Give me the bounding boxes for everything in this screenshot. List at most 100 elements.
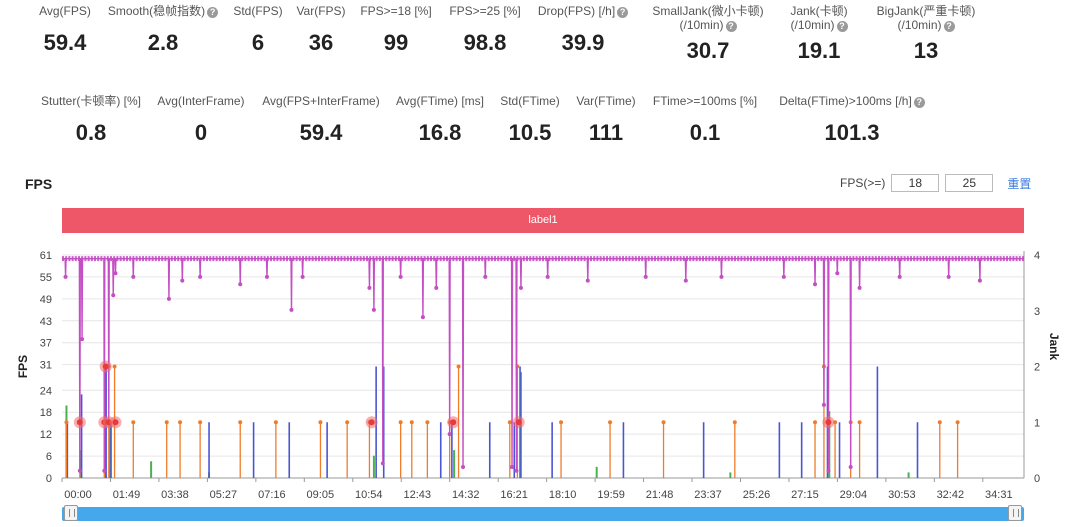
help-icon[interactable]: ?	[207, 7, 219, 18]
metric-label: Smooth(稳帧指数)?	[83, 4, 243, 18]
metric-value: 59.4	[299, 120, 343, 145]
metric-value: 98.8	[463, 30, 507, 55]
x-tick-label: 16:21	[500, 489, 528, 501]
metric-value: 13	[913, 38, 939, 63]
x-tick-label: 14:32	[452, 489, 480, 501]
metric-label: FPS>=25 [%]	[449, 4, 521, 18]
fps-dip-point	[781, 274, 786, 279]
metric-label: Avg(FPS)	[39, 4, 91, 18]
metric-9: BigJank(严重卡顿) (/10min)? 13	[846, 4, 1006, 64]
metric-value: 59.4	[43, 30, 87, 55]
reset-button[interactable]: 重置	[1007, 176, 1032, 191]
y-tick-label: 24	[40, 385, 52, 397]
jank-point	[238, 420, 243, 425]
x-tick-label: 09:05	[307, 489, 335, 501]
x-tick-label: 00:00	[64, 489, 92, 501]
metric-6: Drop(FPS) [/h]? 39.9	[503, 4, 663, 56]
fps-dip-point	[813, 282, 818, 287]
metric-value: 19.1	[797, 38, 841, 63]
jank-point	[661, 420, 666, 425]
fps-dip-point	[264, 274, 269, 279]
jank-point	[198, 420, 203, 425]
metric-value: 2.8	[147, 30, 179, 55]
y-tick-label: 37	[40, 338, 52, 350]
x-tick-label: 01:49	[113, 489, 141, 501]
metric-value: 16.8	[418, 120, 462, 145]
fps-dip-point	[131, 274, 136, 279]
y-tick-label: 55	[40, 272, 52, 284]
help-icon[interactable]: ?	[943, 21, 955, 32]
help-icon[interactable]: ?	[913, 97, 925, 108]
fps-threshold-1-input[interactable]	[891, 174, 940, 192]
metric-value: 6	[251, 30, 265, 55]
x-tick-label: 10:54	[355, 489, 383, 501]
metric-label: Avg(InterFrame)	[157, 94, 245, 108]
jank-marker	[825, 419, 832, 426]
fps-dip-point	[848, 465, 853, 470]
fps-dip-point	[835, 271, 840, 276]
fps-dip-point	[683, 278, 688, 283]
fps-dip-point	[977, 278, 982, 283]
slider-right-handle[interactable]	[1008, 505, 1022, 521]
metric-5: FPS>=25 [%] 98.8	[405, 4, 565, 56]
fps-dip-point	[461, 465, 466, 470]
jank-point	[559, 420, 564, 425]
fps-dip-point	[420, 315, 425, 320]
help-icon[interactable]: ?	[836, 21, 848, 32]
x-tick-label: 30:53	[888, 489, 916, 501]
help-icon[interactable]: ?	[725, 21, 737, 32]
jank-point	[857, 420, 862, 425]
metric-value: 0.8	[75, 120, 107, 145]
slider-left-handle[interactable]	[64, 505, 78, 521]
metric-label: Drop(FPS) [/h]?	[503, 4, 663, 18]
help-icon[interactable]: ?	[617, 7, 629, 18]
metric-label-unit: (/10min)?	[628, 18, 788, 32]
metric-value: 0.1	[689, 120, 721, 145]
y-tick-label: 12	[40, 429, 52, 441]
fps-dip-point	[857, 285, 862, 290]
metric-3: Avg(FTime) [ms] 16.8	[360, 94, 520, 146]
metric-1: Smooth(稳帧指数)? 2.8	[83, 4, 243, 56]
x-tick-label: 21:48	[646, 489, 674, 501]
jank-point	[131, 420, 136, 425]
y-axis-label: FPS	[16, 355, 30, 378]
metric-value: 39.9	[561, 30, 605, 55]
y-tick-label: 0	[46, 473, 52, 485]
fps-dip-point	[585, 278, 590, 283]
fps-dip-point	[180, 278, 185, 283]
x-tick-label: 18:10	[549, 489, 577, 501]
x-tick-label: 05:27	[210, 489, 238, 501]
time-range-slider[interactable]	[62, 505, 1024, 521]
jank-marker	[102, 363, 109, 370]
label-bar[interactable]: label1	[62, 208, 1024, 233]
x-tick-label: 32:42	[937, 489, 965, 501]
metric-4: FPS>=18 [%] 99	[316, 4, 476, 56]
metric-6: FTime>=100ms [%] 0.1	[625, 94, 785, 146]
x-tick-label: 03:38	[161, 489, 189, 501]
fps-dip-point	[380, 461, 385, 466]
fps-dip-point	[289, 307, 294, 312]
y2-tick-label: 0	[1034, 473, 1040, 485]
metrics-row-2: Stutter(卡顿率) [%] 0.8 Avg(InterFrame) 0 Avg(F…	[0, 94, 1080, 166]
metric-3: Var(FPS) 36	[241, 4, 401, 56]
x-tick-label: 07:16	[258, 489, 286, 501]
x-tick-label: 23:37	[694, 489, 722, 501]
jank-point	[345, 420, 350, 425]
metric-label: Std(FTime)	[500, 94, 560, 108]
jank-point	[507, 420, 512, 425]
metric-7: Delta(FTime)>100ms [/h]? 101.3	[772, 94, 932, 146]
fps-dip-point	[80, 337, 85, 342]
jank-point	[409, 420, 414, 425]
jank-point	[456, 364, 461, 369]
y2-tick-label: 4	[1034, 250, 1040, 262]
fps-dip-point	[514, 468, 519, 473]
y2-axis-label: Jank	[1047, 333, 1061, 361]
jank-point	[813, 420, 818, 425]
section-title: FPS	[25, 176, 53, 192]
fps-threshold-2-input[interactable]	[945, 174, 994, 192]
metric-label: Delta(FTime)>100ms [/h]?	[772, 94, 932, 108]
metric-value: 111	[588, 120, 624, 145]
metric-label-unit: (/10min)?	[739, 18, 899, 32]
y-tick-label: 61	[40, 250, 52, 262]
metric-label: BigJank(严重卡顿)	[876, 4, 976, 18]
